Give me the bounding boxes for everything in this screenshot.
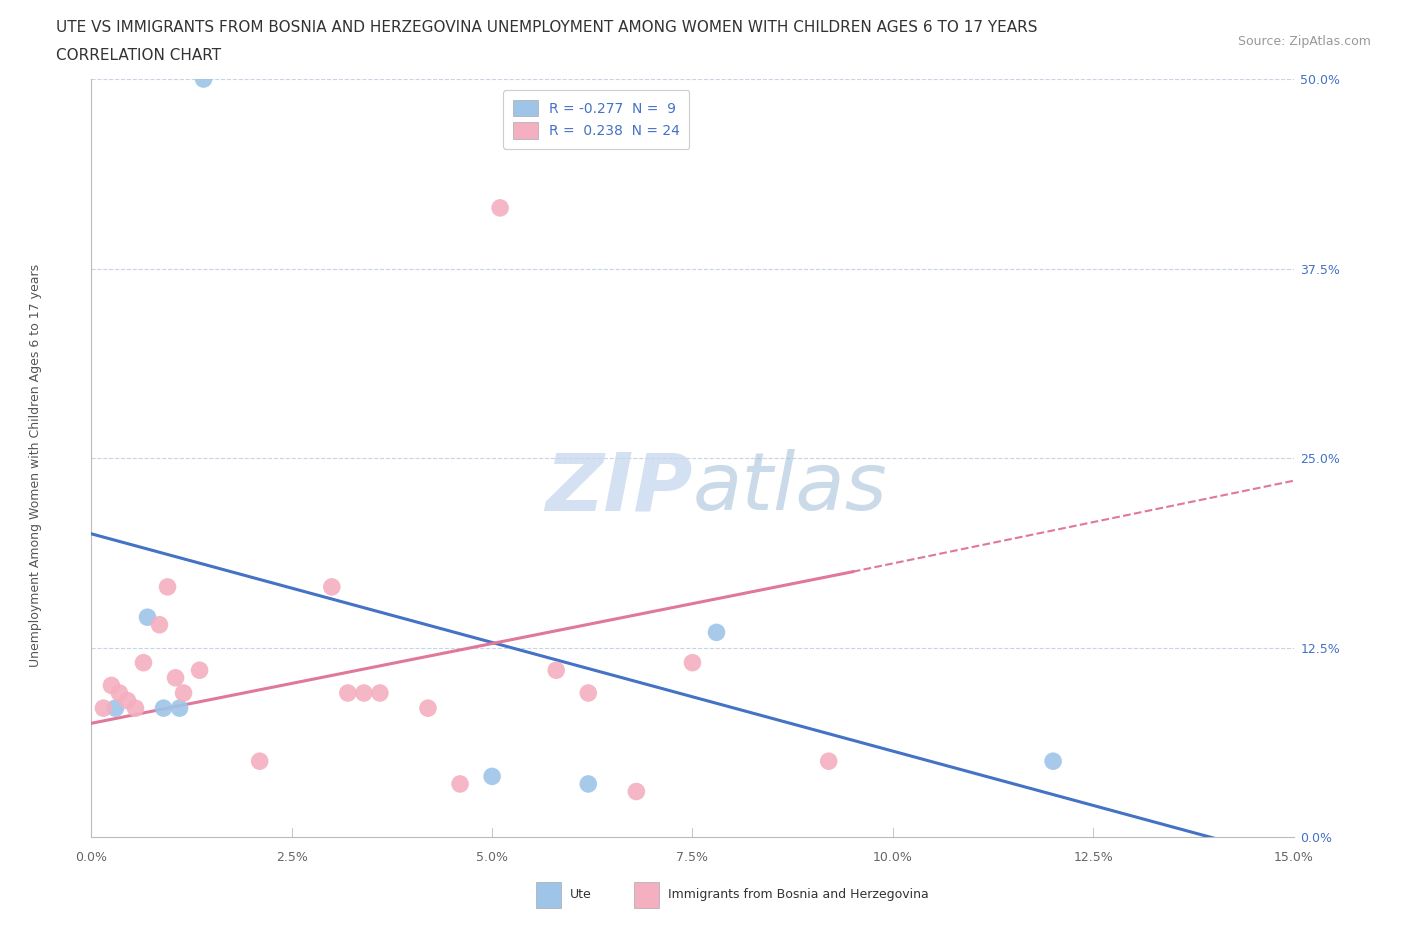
- Point: [93, 700, 115, 715]
- Text: 10.0%: 10.0%: [873, 851, 912, 864]
- Point: [108, 685, 131, 700]
- Point: [249, 753, 271, 768]
- Point: [681, 656, 703, 671]
- Text: atlas: atlas: [692, 449, 887, 527]
- Point: [188, 663, 211, 678]
- Point: [136, 610, 159, 625]
- Point: [100, 678, 122, 693]
- Point: [576, 685, 599, 700]
- Point: [117, 693, 139, 708]
- Text: Immigrants from Bosnia and Herzegovina: Immigrants from Bosnia and Herzegovina: [668, 888, 928, 901]
- Text: ZIP: ZIP: [546, 449, 692, 527]
- Text: 0.0%: 0.0%: [76, 851, 107, 864]
- Text: 12.5%: 12.5%: [1073, 851, 1114, 864]
- Point: [817, 753, 839, 768]
- Text: 2.5%: 2.5%: [276, 851, 308, 864]
- Point: [481, 769, 503, 784]
- Point: [416, 700, 439, 715]
- Point: [165, 671, 187, 685]
- Point: [321, 579, 343, 594]
- Point: [156, 579, 179, 594]
- Text: Ute: Ute: [569, 888, 591, 901]
- Text: 7.5%: 7.5%: [676, 851, 709, 864]
- Legend: R = -0.277  N =  9, R =  0.238  N = 24: R = -0.277 N = 9, R = 0.238 N = 24: [503, 90, 689, 149]
- Point: [706, 625, 728, 640]
- Point: [368, 685, 391, 700]
- Point: [489, 201, 512, 216]
- Text: 15.0%: 15.0%: [1274, 851, 1313, 864]
- Point: [169, 700, 191, 715]
- Point: [626, 784, 648, 799]
- Point: [148, 618, 170, 632]
- Point: [336, 685, 359, 700]
- Point: [576, 777, 599, 791]
- Text: CORRELATION CHART: CORRELATION CHART: [56, 48, 221, 63]
- Text: Unemployment Among Women with Children Ages 6 to 17 years: Unemployment Among Women with Children A…: [28, 263, 42, 667]
- Point: [449, 777, 471, 791]
- Point: [173, 685, 195, 700]
- Text: UTE VS IMMIGRANTS FROM BOSNIA AND HERZEGOVINA UNEMPLOYMENT AMONG WOMEN WITH CHIL: UTE VS IMMIGRANTS FROM BOSNIA AND HERZEG…: [56, 20, 1038, 35]
- Point: [124, 700, 146, 715]
- Point: [193, 72, 215, 86]
- Point: [152, 700, 174, 715]
- Point: [132, 656, 155, 671]
- Text: Source: ZipAtlas.com: Source: ZipAtlas.com: [1237, 35, 1371, 48]
- Point: [353, 685, 375, 700]
- Point: [546, 663, 568, 678]
- Point: [104, 700, 127, 715]
- Text: 5.0%: 5.0%: [477, 851, 508, 864]
- Point: [1042, 753, 1064, 768]
